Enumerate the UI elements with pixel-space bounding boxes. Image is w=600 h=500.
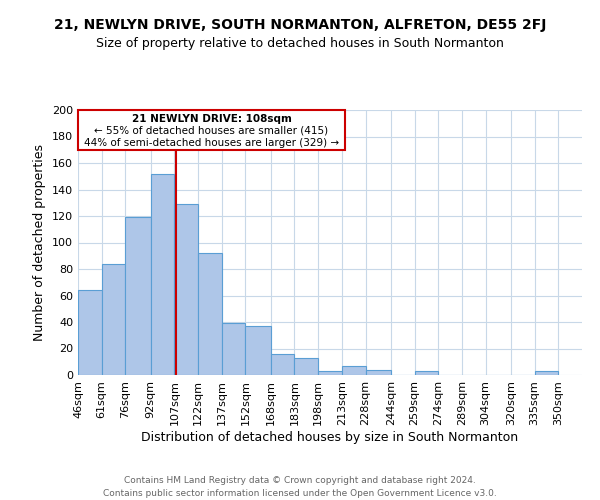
Bar	[151, 174, 175, 375]
Text: Contains HM Land Registry data © Crown copyright and database right 2024.: Contains HM Land Registry data © Crown c…	[124, 476, 476, 485]
Bar	[245, 326, 271, 375]
Text: 21, NEWLYN DRIVE, SOUTH NORMANTON, ALFRETON, DE55 2FJ: 21, NEWLYN DRIVE, SOUTH NORMANTON, ALFRE…	[54, 18, 546, 32]
Text: Size of property relative to detached houses in South Normanton: Size of property relative to detached ho…	[96, 38, 504, 51]
Y-axis label: Number of detached properties: Number of detached properties	[34, 144, 46, 341]
Bar	[535, 371, 559, 375]
Text: 44% of semi-detached houses are larger (329) →: 44% of semi-detached houses are larger (…	[84, 138, 339, 148]
Bar	[175, 204, 198, 375]
Bar	[295, 358, 318, 375]
Bar	[78, 290, 101, 375]
Bar	[271, 354, 295, 375]
Text: 21 NEWLYN DRIVE: 108sqm: 21 NEWLYN DRIVE: 108sqm	[131, 114, 292, 124]
X-axis label: Distribution of detached houses by size in South Normanton: Distribution of detached houses by size …	[142, 430, 518, 444]
FancyBboxPatch shape	[78, 110, 345, 150]
Bar	[318, 371, 342, 375]
Bar	[222, 324, 245, 375]
Text: Contains public sector information licensed under the Open Government Licence v3: Contains public sector information licen…	[103, 489, 497, 498]
Bar	[125, 218, 151, 375]
Bar	[101, 264, 125, 375]
Bar	[198, 253, 222, 375]
Bar	[415, 371, 438, 375]
Bar	[342, 366, 365, 375]
Bar	[365, 370, 391, 375]
Text: ← 55% of detached houses are smaller (415): ← 55% of detached houses are smaller (41…	[94, 126, 329, 136]
